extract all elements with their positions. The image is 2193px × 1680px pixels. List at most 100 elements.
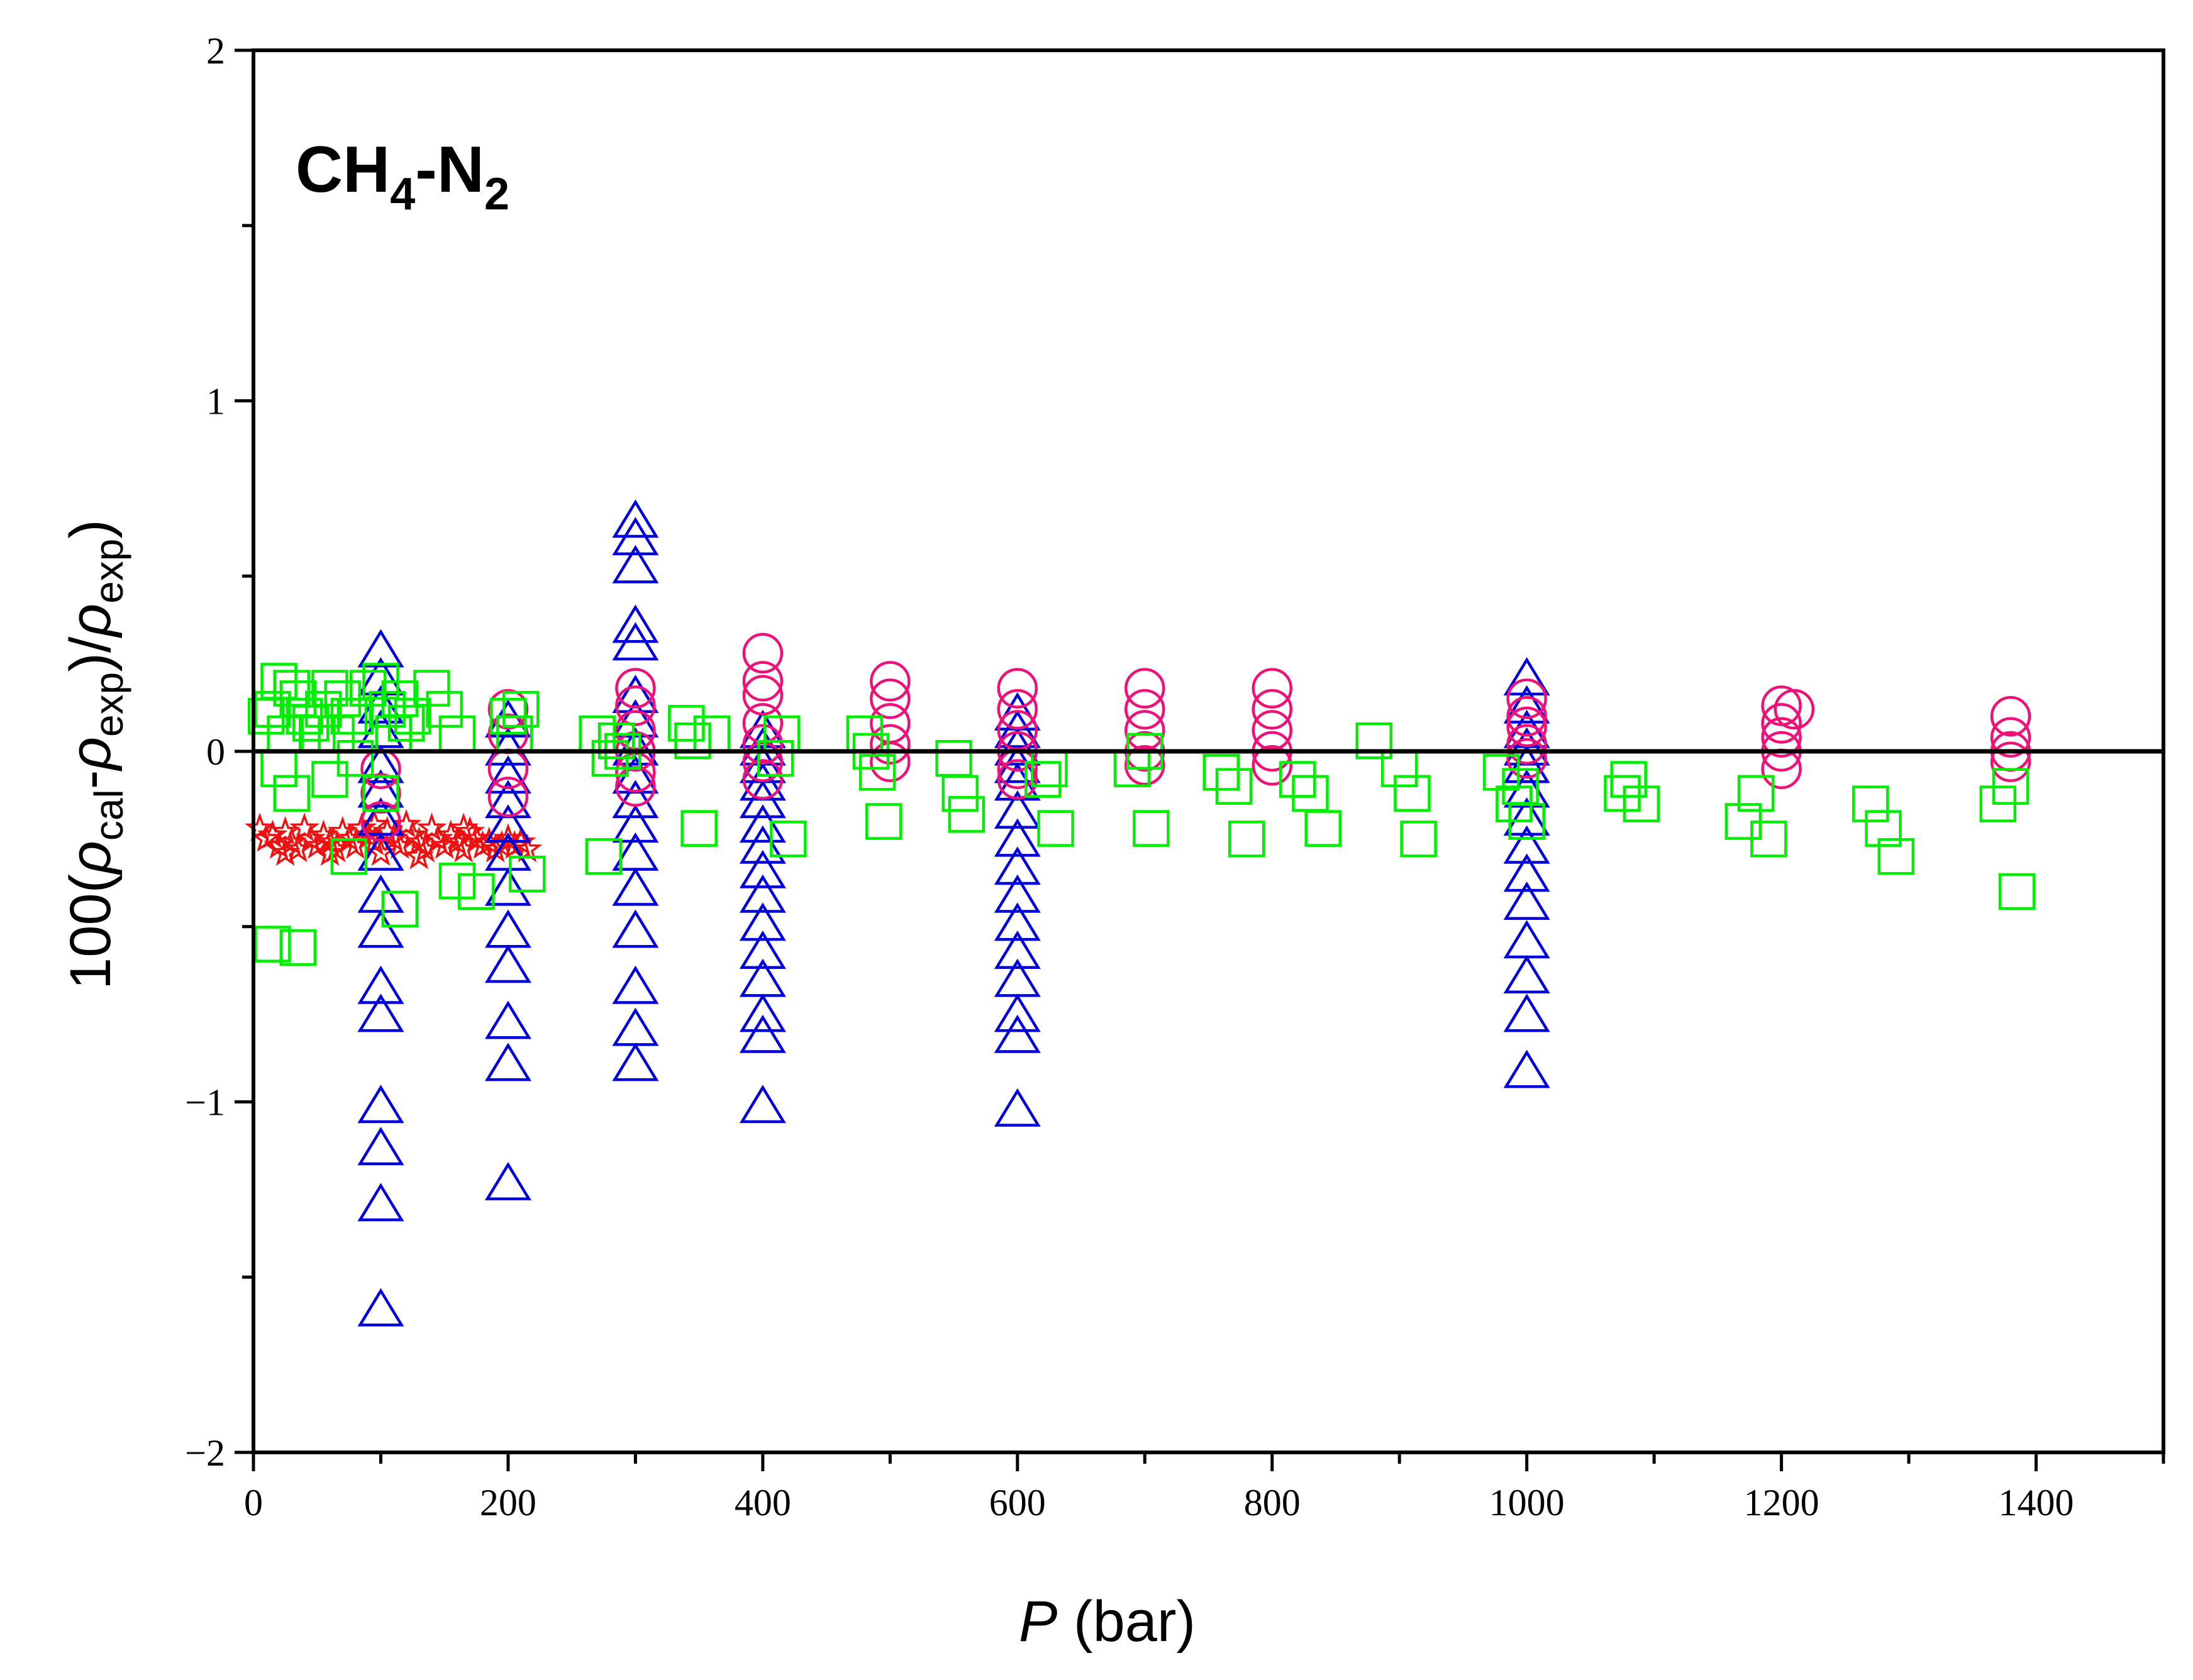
data-point-triangle: [994, 818, 1041, 857]
x-tick-label: 1200: [1744, 1482, 1819, 1523]
data-point-square: [254, 690, 291, 728]
data-point-triangle: [612, 699, 659, 738]
data-point-star: [397, 819, 428, 849]
data-point-triangle: [612, 804, 659, 843]
data-point-square: [1508, 803, 1545, 840]
data-point-circle: [1506, 678, 1547, 719]
data-point-circle: [742, 741, 784, 782]
data-point-triangle: [739, 874, 786, 913]
data-point-star: [257, 819, 288, 849]
data-point-triangle: [739, 849, 786, 888]
data-point-star: [448, 812, 479, 842]
data-point-circle: [870, 661, 911, 702]
data-point-triangle: [1503, 920, 1550, 959]
axis-ticks: 0 200 400 600 800 1000 1200 1400 −2 −1 0 1 2: [185, 30, 2165, 1523]
x-tick-label: 1000: [1489, 1482, 1565, 1523]
data-point-square: [1482, 754, 1520, 791]
data-point-triangle: [994, 790, 1041, 829]
data-point-circle: [1990, 696, 2031, 737]
data-point-star: [492, 823, 524, 852]
data-point-square: [1604, 775, 1641, 812]
data-point-triangle: [994, 874, 1041, 913]
data-point-triangle: [612, 780, 659, 819]
data-point-triangle: [357, 832, 404, 871]
data-point-square: [1292, 775, 1329, 812]
data-point-triangle: [612, 517, 659, 556]
x-tick-label: 800: [1244, 1482, 1301, 1523]
data-point-square: [330, 838, 368, 875]
data-point-circle: [1506, 724, 1547, 765]
data-point-triangle: [357, 993, 404, 1032]
data-point-triangle: [1503, 744, 1550, 783]
y-axis-title: 100(ρcal-ρexp)/ρexp): [58, 519, 131, 990]
data-point-square: [858, 754, 896, 791]
data-point-star: [416, 812, 447, 842]
data-point-square: [1215, 768, 1253, 805]
data-point-circle: [360, 801, 401, 842]
data-point-square: [279, 929, 317, 966]
data-point-triangle: [994, 902, 1041, 941]
data-point-square: [1024, 761, 1062, 798]
data-point-circle: [1252, 710, 1292, 751]
data-point-triangle: [994, 1014, 1041, 1053]
data-point-square: [1992, 768, 2029, 805]
data-point-triangle: [1503, 657, 1550, 696]
data-point-circle: [870, 724, 911, 765]
data-point-circle: [1506, 696, 1547, 737]
data-point-circle: [742, 675, 784, 716]
data-point-triangle: [484, 1000, 531, 1039]
data-point-square: [1877, 838, 1915, 875]
data-point-triangle: [357, 965, 404, 1004]
data-point-circle: [1990, 717, 2031, 758]
data-point-circle: [870, 703, 911, 744]
data-point-square: [1852, 785, 1889, 822]
data-point-star: [474, 826, 504, 856]
data-point-triangle: [739, 780, 786, 819]
data-point-triangle: [357, 657, 404, 696]
data-point-star: [245, 812, 275, 842]
data-point-square: [1037, 810, 1074, 847]
data-point-triangle: [484, 1042, 531, 1081]
data-point-square: [305, 690, 342, 728]
data-point-circle: [1124, 688, 1165, 730]
data-point-square: [1202, 754, 1240, 791]
data-point-triangle: [357, 1288, 404, 1327]
data-point-star: [308, 819, 339, 849]
data-point-star: [289, 812, 320, 842]
data-point-square: [254, 926, 291, 963]
data-point-triangle: [484, 909, 531, 948]
data-point-star: [276, 826, 307, 856]
data-point-triangle: [994, 1088, 1041, 1127]
data-point-square: [1865, 810, 1902, 847]
data-point-triangle: [612, 604, 659, 643]
data-point-triangle: [739, 993, 786, 1032]
data-point-square: [458, 873, 495, 910]
data-point-square: [1228, 821, 1265, 858]
data-point-circle: [360, 773, 401, 814]
data-point-triangle: [357, 629, 404, 668]
data-point-circle: [1124, 745, 1165, 786]
data-point-triangle: [357, 1127, 404, 1166]
data-point-triangle: [612, 909, 659, 948]
y-tick-label: −2: [185, 1432, 225, 1474]
data-point-triangle: [612, 499, 659, 538]
data-point-square: [387, 705, 425, 742]
data-point-circle: [1252, 688, 1292, 730]
data-point-square: [438, 715, 476, 753]
data-point-square: [865, 803, 902, 840]
data-point-square: [273, 670, 310, 707]
data-point-circle: [1774, 688, 1815, 730]
data-point-square: [1737, 775, 1775, 812]
data-point-circle: [742, 724, 784, 765]
x-axis-title: P (bar): [1019, 1589, 1196, 1654]
data-point-square: [413, 670, 450, 707]
data-point-circle: [742, 661, 784, 702]
data-point-circle: [487, 688, 529, 730]
data-point-circle: [1761, 717, 1802, 758]
x-tick-label: 400: [735, 1482, 791, 1523]
data-point-triangle: [357, 1085, 404, 1124]
data-point-triangle: [1503, 993, 1550, 1032]
data-point-star: [512, 833, 543, 863]
data-point-circle: [997, 688, 1038, 730]
